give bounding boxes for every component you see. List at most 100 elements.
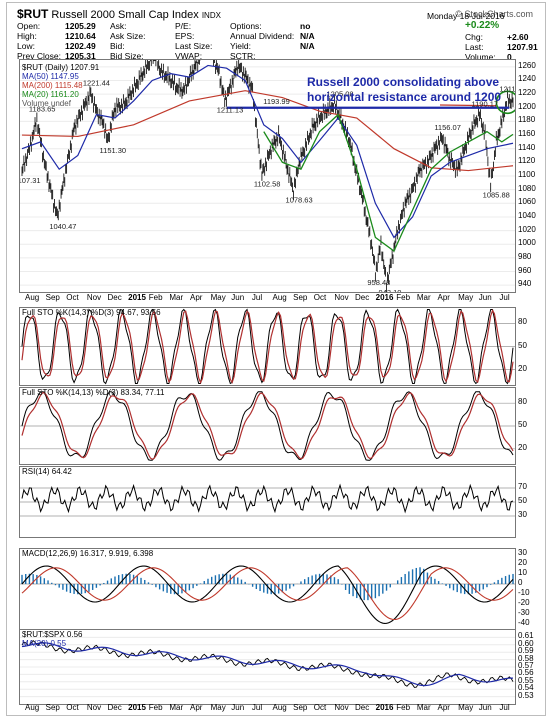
y-tick-label: -30 [518,608,530,617]
macd-histogram-bar [452,584,455,591]
x-tick-label: Jul [251,703,263,712]
ratio-ma-label: MA(20) 0.55 [22,639,67,648]
macd-histogram-bar [467,584,470,595]
oscillator-line-0 [21,483,514,514]
macd-histogram-bar [382,584,384,594]
macd-histogram-bar [389,584,391,588]
x-tick-label: Jun [231,293,245,302]
y-tick-label: 0.56 [518,668,534,678]
y-tick-label: 1180 [518,115,536,125]
macd-histogram-bar [162,584,165,592]
quote-block-3: P/E: EPS: Last Size: VWAP: [175,21,225,61]
quote-left-row-1: High: 1210.64 [17,31,96,41]
macd-histogram-bar [144,579,146,584]
price-annotation: 1190.17 [472,100,499,109]
macd-histogram-bar [493,582,496,584]
change-percent: +0.22% [465,20,500,31]
quote-mid-label: Ask: [110,21,127,31]
quote-far-row-2: Volume: 0 [465,52,538,62]
symbol: $RUT [17,7,49,21]
quote-mid-row-3: Bid Size: [110,51,160,61]
y-tick-label: 0.61 [518,631,534,641]
macd-histogram-bar [32,574,34,584]
macd-histogram-bar [103,582,105,584]
macd-panel [19,548,516,630]
macd-histogram-bar [155,584,157,588]
ratio-label: $RUT:$SPX 0.56 [22,630,83,639]
quote-mid-row-0: Ask: [110,21,160,31]
macd-histogram-bar [437,581,440,584]
chart-frame: $RUT Russell 2000 Small Cap Index INDX ©… [6,2,546,716]
y-tick-label: 20 [518,363,527,373]
macd-histogram-bar [333,577,336,584]
macd-histogram-bar [415,567,417,584]
legend-ma20: MA(20) 1161.20 [22,90,79,99]
ma50-line [21,64,514,239]
y-tick-label: 30 [518,510,527,519]
macd-histogram-bar [99,584,101,586]
x-axis-bottom: Aug Sep Oct Nov Dec 2015 Feb Mar Apr May Jun Jul Aug… [19,703,514,714]
index-name: Russell 2000 Small Cap Index [51,9,199,21]
price-annotation: 1151.30 [100,146,127,155]
macd-histogram-bar [184,584,187,593]
y-tick-label: 0.54 [518,683,534,693]
quote-right-row-2: Yield: N/A [230,41,315,51]
quote-block-4: Options: no Annual Dividend: N/A Yield: N/A SC… [230,21,315,61]
macd-histogram-bar [270,584,272,595]
x-tick-label: Mar [169,703,184,712]
x-tick-label: Oct [66,293,79,302]
macd-histogram-bar [125,573,127,584]
macd-histogram-bar [192,584,194,589]
quote-left-label: Low: [17,41,35,51]
quote-right-label: Annual Dividend: [230,31,295,41]
ratio-panel [19,629,516,705]
y-tick-label: 20 [518,442,527,452]
macd-histogram-bar [188,584,191,591]
macd-line [21,565,514,624]
x-tick-label: Mar [416,703,431,712]
slow-stochastic-label: Full STO %K(14,13) %D(3) 83.34, 77.11 [22,388,165,397]
quote-far-value: +2.60 [507,32,529,42]
macd-histogram-bar [385,584,388,591]
macd-histogram-bar [482,584,484,590]
x-tick-label: 2016 [375,293,394,302]
y-tick-label: 50 [518,496,527,505]
macd-histogram-bar [370,584,373,600]
macd-histogram-bar [460,584,462,594]
y-tick-label: 80 [518,317,527,327]
annotation-arrow [439,104,497,107]
macd-histogram-bar [58,584,60,588]
macd-histogram-bar [315,574,317,584]
macd-histogram-bar [244,581,246,584]
macd-histogram-bar [445,584,447,586]
x-tick-label: 2016 [375,703,394,712]
x-tick-label: Sep [293,293,308,302]
x-tick-label: Apr [190,293,203,302]
macd-histogram-bar [263,584,265,593]
macd-histogram-bar [363,584,365,601]
x-tick-label: Feb [396,703,411,712]
y-tick-label: 1260 [518,60,536,70]
macd-histogram-bar [225,573,228,584]
x-tick-label: 2015 [128,293,146,302]
legend-rut: $RUT (Daily) 1207.91 [22,63,100,72]
exchange: INDX [201,11,221,20]
macd-histogram-bar [289,584,291,589]
quote-left-row-3: Prev Close: 1205.31 [17,51,96,61]
x-tick-label: Dec [107,293,122,302]
quote-right-row-1: Annual Dividend: N/A [230,31,315,41]
macd-histogram-bar [423,568,425,584]
ratio-chart [20,636,515,698]
rsi-chart [20,483,515,517]
price-annotation: 1085.88 [483,191,510,200]
x-tick-label: Jun [478,293,492,302]
price-annotation: 958.48 [367,278,390,287]
quote-left-value: 1205.29 [65,21,96,31]
x-tick-label: May [458,703,474,712]
x-tick-label: Dec [355,293,370,302]
legend-ma200: MA(200) 1115.48 [22,81,83,90]
quote-mid-label: Bid: [110,41,125,51]
macd-histogram-bar [504,576,507,584]
x-tick-label: Jul [251,293,263,302]
y-tick-label: 0.60 [518,638,534,648]
